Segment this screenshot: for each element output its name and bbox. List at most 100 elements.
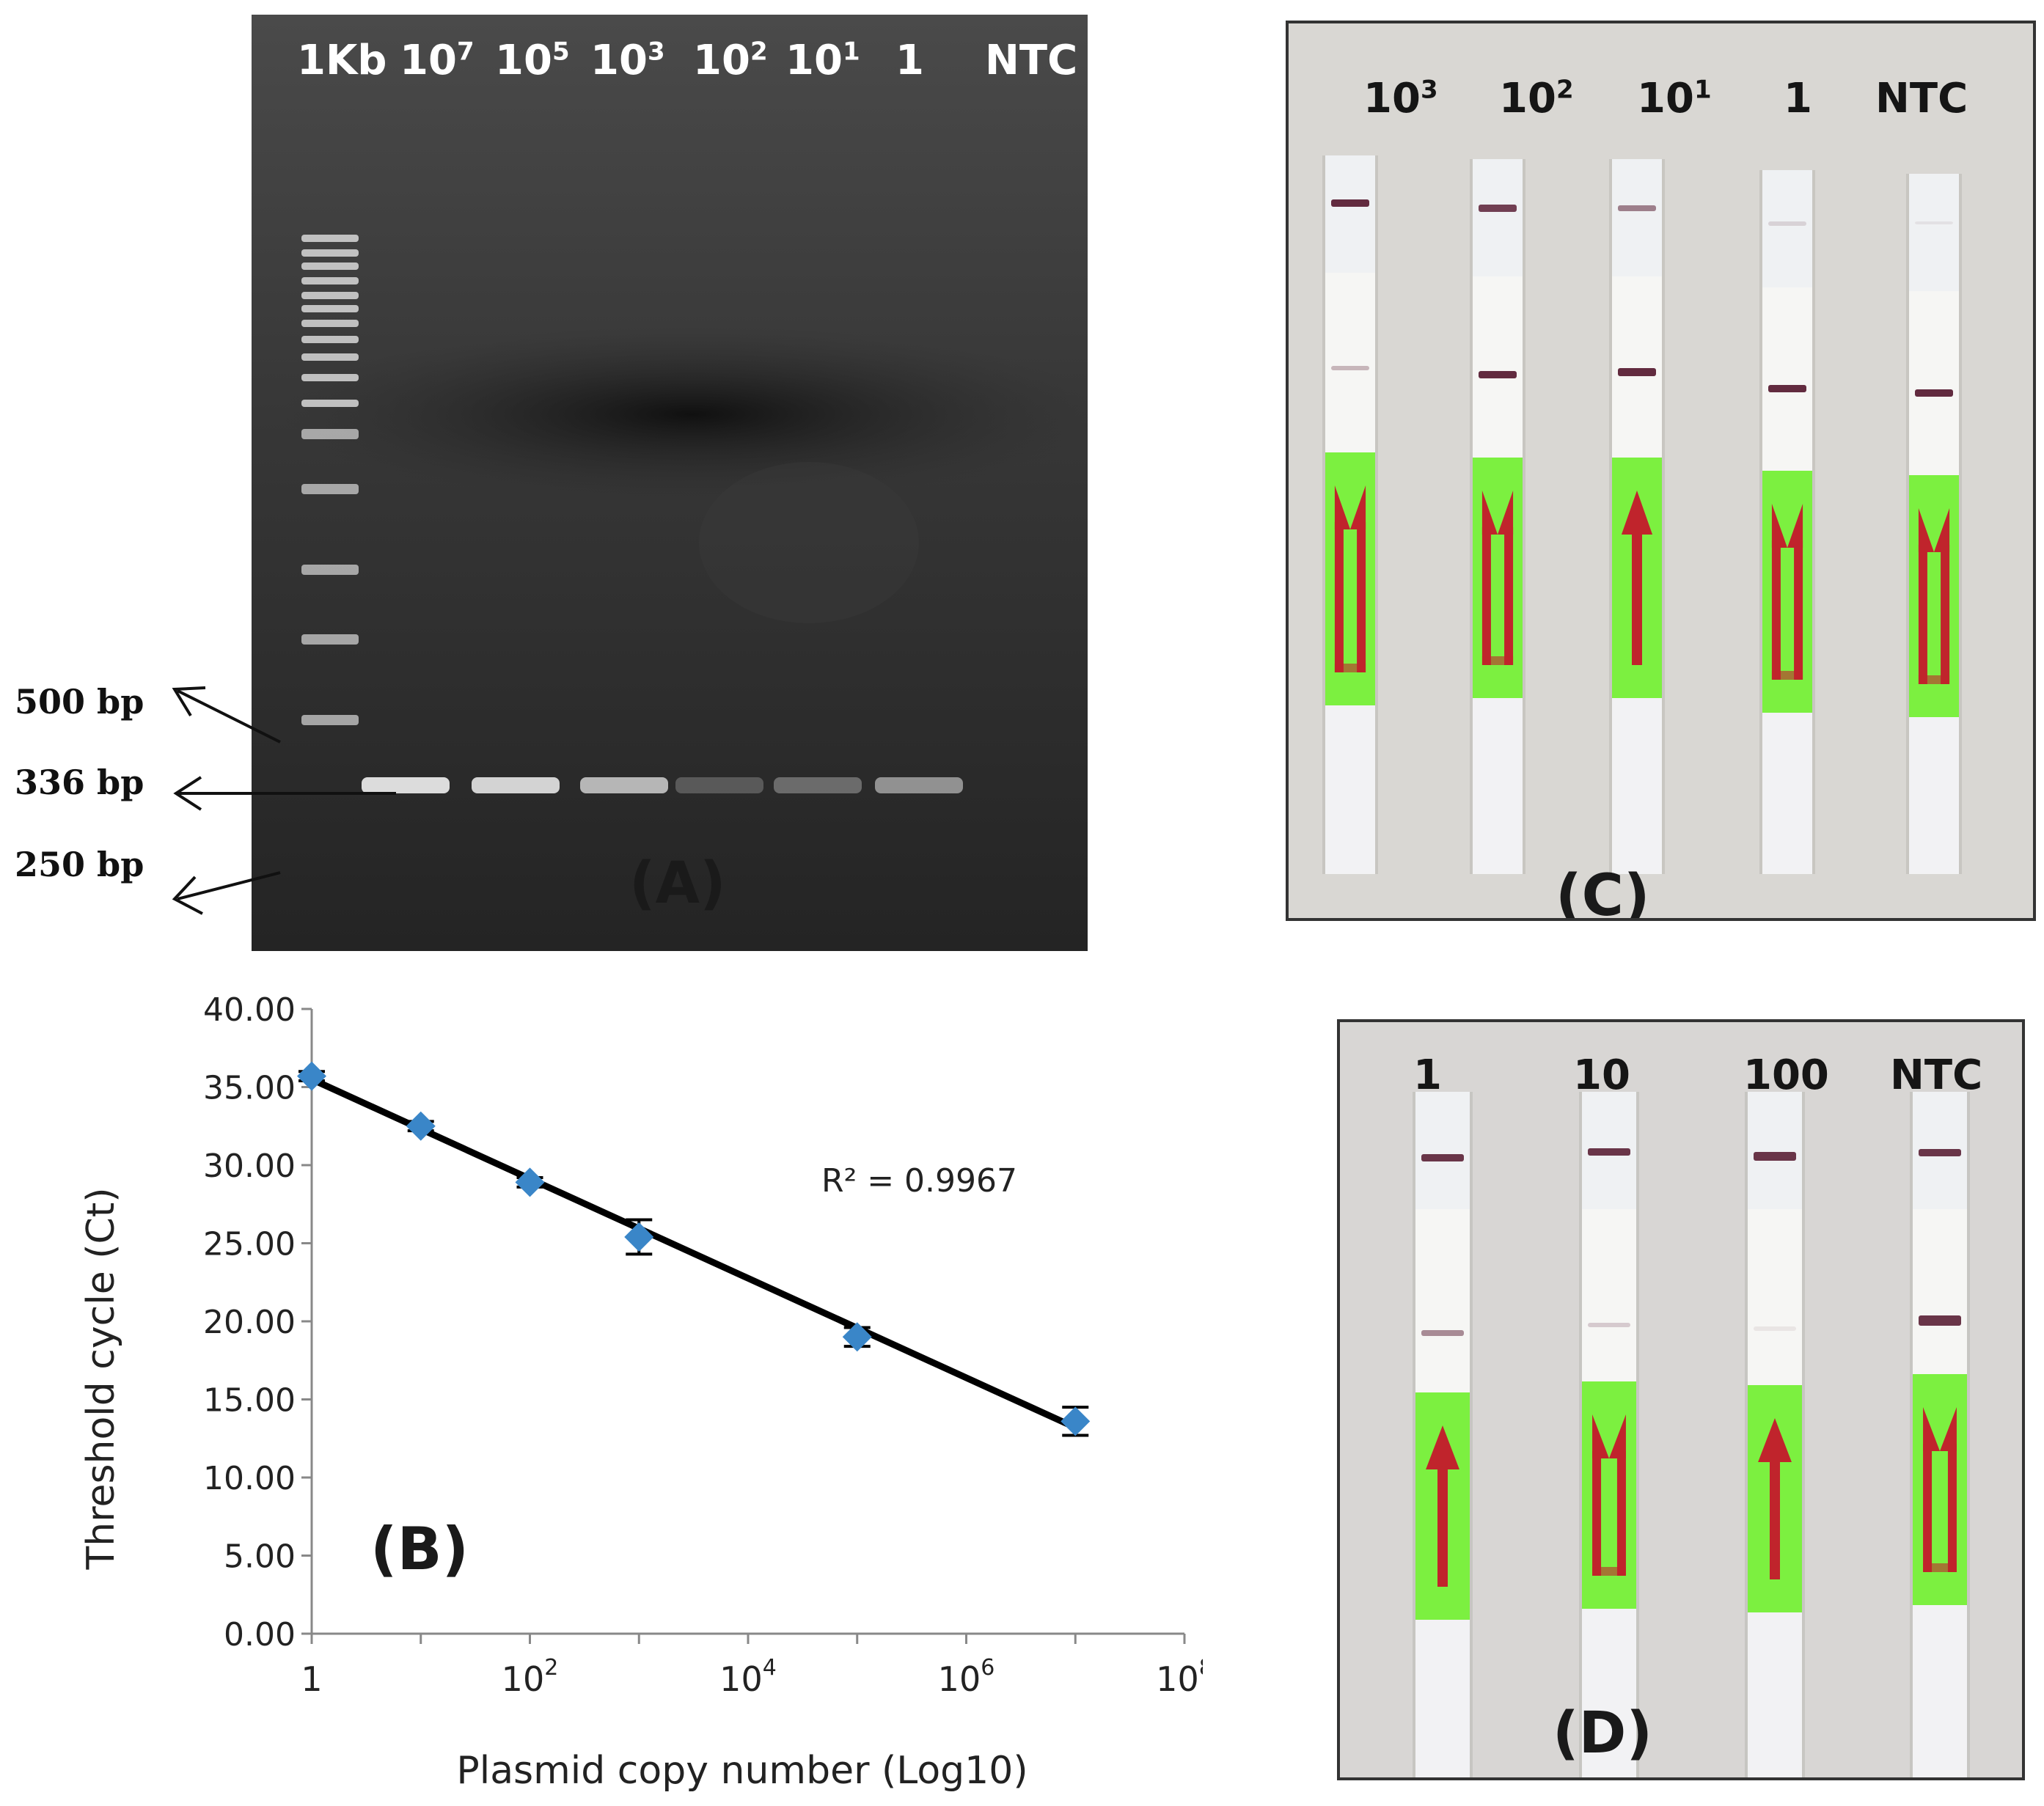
strips-d: [1413, 1092, 1970, 1777]
lane-label: 1: [895, 37, 924, 84]
y-tick-label: 35.00: [203, 1070, 296, 1107]
lane-label: 101: [785, 37, 860, 84]
strip-label: 102: [1499, 75, 1574, 122]
lateral-flow-photo-d: 1 10 100 NTC (D): [1337, 1019, 2025, 1780]
label-base: 10: [590, 37, 648, 84]
product-band: [774, 777, 862, 793]
ladder-band: [301, 249, 359, 257]
arrow-250-icon: [172, 876, 203, 915]
y-tick-label: 5.00: [224, 1538, 296, 1576]
trendline: [310, 1076, 1077, 1431]
test-strip: [1910, 1092, 1970, 1777]
arrow-up-icon: [1426, 1425, 1459, 1469]
label-base: 10: [400, 37, 457, 84]
strip-line: [1915, 389, 1953, 397]
x-tick-label: 108: [1156, 1655, 1203, 1699]
strip-label: 100: [1743, 1051, 1829, 1099]
ladder-band: [301, 320, 359, 327]
ladder-band: [301, 292, 359, 299]
strip-line: [1588, 1323, 1630, 1327]
arrow-up-icon: [1771, 504, 1803, 548]
label-exponent: 1: [1693, 75, 1712, 105]
x-tick-label: 102: [502, 1655, 559, 1699]
strip-line: [1754, 1326, 1796, 1331]
ladder-band: [301, 565, 359, 575]
y-tick-label: 15.00: [203, 1382, 296, 1420]
y-tick-label: 10.00: [203, 1460, 296, 1497]
strip-line: [1421, 1154, 1464, 1161]
strip-line: [1919, 1315, 1961, 1326]
x-tick-base: 1: [301, 1659, 322, 1699]
label-base: 10: [495, 37, 552, 84]
test-strip: [1322, 155, 1378, 874]
label-exponent: 1: [842, 37, 860, 67]
product-band: [675, 777, 763, 793]
lane-label: 1Kb: [297, 37, 387, 84]
strip-line: [1479, 205, 1517, 212]
x-tick-base: 10: [502, 1659, 545, 1699]
x-tick-label: 104: [719, 1655, 777, 1699]
ladder-band: [301, 400, 359, 407]
y-tick-label: 0.00: [224, 1616, 296, 1653]
y-tick-label: 25.00: [203, 1226, 296, 1263]
x-tick-label: 1: [301, 1659, 322, 1699]
panel-a-tag: (A): [629, 851, 726, 917]
x-tick-base: 10: [938, 1659, 981, 1699]
size-label-336: 336 bp: [15, 763, 144, 802]
strip-line: [1421, 1330, 1464, 1336]
product-band: [875, 777, 963, 793]
label-base: 1: [1413, 1051, 1442, 1099]
y-tick-label: 20.00: [203, 1304, 296, 1341]
y-axis-label: Threshold cycle (Ct): [79, 1188, 123, 1571]
test-strip: [1745, 1092, 1805, 1777]
product-band: [362, 777, 450, 793]
gel-bands: [252, 15, 1088, 951]
x-tick-exponent: 6: [981, 1655, 994, 1681]
strip-label: 1: [1413, 1051, 1442, 1099]
test-strip: [1609, 159, 1665, 874]
label-exponent: 3: [647, 37, 665, 67]
test-strip: [1579, 1092, 1639, 1777]
label-base: NTC: [1875, 75, 1968, 122]
lane-label: 102: [693, 37, 768, 84]
lane-label: 103: [590, 37, 665, 84]
y-tick-label: 40.00: [203, 991, 296, 1029]
strip-label: 1: [1784, 75, 1812, 122]
size-label-250: 250 bp: [15, 845, 144, 884]
test-strip: [1759, 170, 1815, 874]
label-base: 10: [1499, 75, 1556, 122]
data-point: [1061, 1406, 1091, 1436]
strip-label: NTC: [1890, 1051, 1982, 1099]
arrow-up-icon: [1481, 491, 1514, 535]
label-base: NTC: [985, 37, 1078, 84]
panel-d-tag: (D): [1553, 1700, 1653, 1766]
strip-line: [1331, 199, 1369, 207]
ladder-band: [301, 634, 359, 645]
standard-curve-chart: 0.00 5.00 10.00 15.00 20.00 25.00 30.00 35.00 40…: [79, 991, 1203, 1793]
ladder-band: [301, 235, 359, 242]
strip-label: NTC: [1875, 75, 1968, 122]
ladder-band: [301, 484, 359, 494]
label-exponent: 5: [552, 37, 570, 67]
x-tick-exponent: 2: [544, 1655, 558, 1681]
label-base: 10: [693, 37, 750, 84]
ladder-band: [301, 374, 359, 381]
product-band: [472, 777, 560, 793]
gel-image: 1Kb 107 105 103 102 101 1 NTC: [252, 15, 1088, 951]
ladder-band: [301, 263, 359, 270]
lane-label: 105: [495, 37, 570, 84]
label-base: 10: [785, 37, 843, 84]
label-base: NTC: [1890, 1051, 1983, 1099]
ladder-band: [301, 336, 359, 343]
ladder-band: [301, 429, 359, 439]
ladder-band: [301, 277, 359, 285]
strip-line: [1919, 1149, 1961, 1156]
label-exponent: 3: [1420, 75, 1438, 105]
label-exponent: 2: [1556, 75, 1574, 105]
strips-c: [1322, 155, 1962, 874]
data-point: [624, 1222, 654, 1252]
label-base: 1: [1784, 75, 1812, 122]
x-tick-base: 10: [1156, 1659, 1199, 1699]
strip-line: [1588, 1148, 1630, 1156]
label-exponent: 2: [750, 37, 768, 67]
